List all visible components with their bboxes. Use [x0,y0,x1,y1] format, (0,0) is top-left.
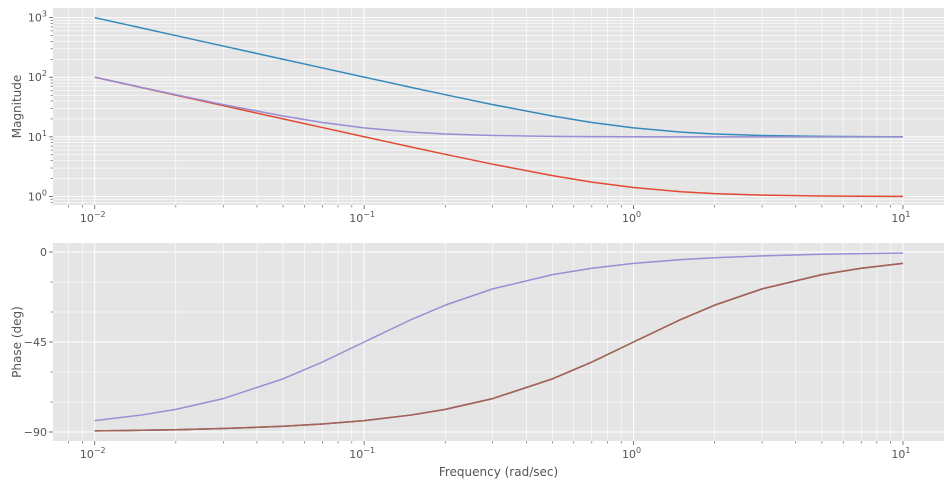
mag-x-tick-label: 100 [622,210,641,225]
tick-base: 10 [622,212,636,225]
tick-base: 10 [28,190,42,203]
tick-exponent: −1 [363,446,375,455]
mag-y-axis-label: Magnitude [10,75,24,139]
tick-base: 10 [349,448,363,461]
tick-exponent: 0 [636,446,641,455]
mag-series-2-line [94,76,903,138]
phase-series-3-line [94,252,903,422]
tick-base: 10 [891,212,905,225]
phase-y-tick-label: −90 [24,426,47,439]
tick-exponent: 3 [42,10,47,19]
tick-exponent: 1 [905,210,910,219]
tick-base: 10 [622,448,636,461]
phase-x-tick-label: 10−2 [80,446,106,461]
tick-exponent: 0 [636,210,641,219]
tick-base: 10 [80,448,94,461]
phase-series-2-line [94,262,904,432]
tick-base: 10 [80,212,94,225]
mag-y-tick-label: 101 [28,129,47,144]
mag-y-tick-label: 100 [28,188,47,203]
tick-exponent: −1 [363,210,375,219]
mag-y-tick-label: 103 [28,10,47,25]
tick-exponent: 0 [42,188,47,197]
tick-exponent: 1 [905,446,910,455]
phase-y-tick-label: −45 [24,336,47,349]
phase-x-tick-label: 10−1 [349,446,375,461]
tick-base: 10 [28,12,42,25]
mag-x-tick-label: 101 [891,210,910,225]
phase-x-tick-label: 101 [891,446,910,461]
tick-base: 10 [349,212,363,225]
phase-y-tick-label: 0 [40,246,47,259]
tick-exponent: −2 [94,210,106,219]
tick-base: 10 [891,448,905,461]
mag-series-1-line [94,76,903,198]
tick-base: 10 [28,71,42,84]
mag-x-tick-label: 10−2 [80,210,106,225]
tick-base: 10 [28,131,42,144]
phase-x-axis-label: Frequency (rad/sec) [439,465,558,479]
mag-x-tick-label: 10−1 [349,210,375,225]
tick-exponent: 2 [42,69,47,78]
tick-exponent: −2 [94,446,106,455]
mag-series-0-line [94,16,903,138]
mag-y-tick-label: 102 [28,69,47,84]
tick-exponent: 1 [42,129,47,138]
phase-y-axis-label: Phase (deg) [10,306,24,378]
phase-x-tick-label: 100 [622,446,641,461]
